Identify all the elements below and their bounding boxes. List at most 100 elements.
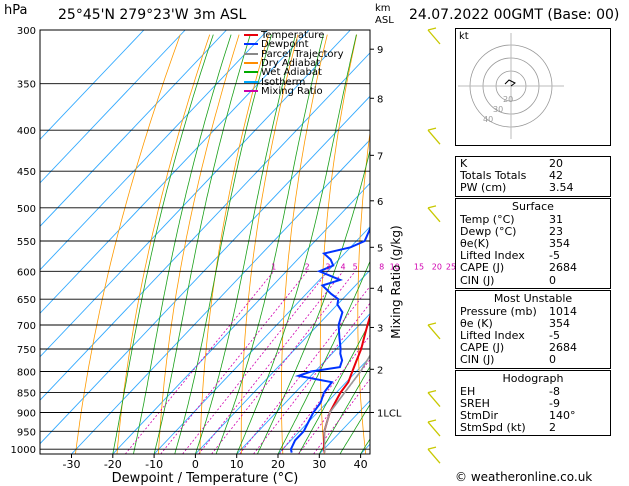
index-key: θe (K) (460, 316, 493, 330)
legend-label: Dewpoint (261, 39, 309, 51)
wind-barb (427, 448, 441, 464)
isotherm-line (40, 30, 145, 141)
km-unit: km (375, 3, 391, 14)
dry-adiabat (240, 34, 299, 454)
altitude-tick-label: 2 (377, 365, 383, 376)
mixing-ratio-line (313, 378, 370, 454)
index-key: StmDir (460, 409, 499, 422)
index-key: θe(K) (460, 236, 490, 250)
x-axis-label: Dewpoint / Temperature (°C) (112, 471, 299, 486)
mixing-ratio-axis-label: Mixing Ratio (g/kg) (389, 225, 403, 338)
isotherm-line (277, 356, 370, 454)
wet-adiabat (339, 403, 370, 454)
pressure-tick-label: 550 (17, 237, 36, 248)
index-row: θe (K) 354 (456, 316, 610, 330)
legend-swatch (244, 34, 258, 36)
pressure-tick-label: 450 (17, 167, 36, 178)
mixing-ratio-label: 10 (390, 262, 400, 271)
pressure-tick-label: 1000 (11, 445, 36, 456)
index-value: 2684 (549, 261, 577, 275)
index-row: CAPE (J) 2684 (456, 342, 610, 354)
isotherm-line (40, 30, 227, 227)
index-row: SREH -9 (456, 396, 610, 410)
asl-unit: ASL (375, 15, 394, 26)
pressure-tick-label: 950 (17, 427, 36, 438)
mixing-ratio-line (239, 285, 370, 454)
index-key: CAPE (J) (460, 341, 505, 355)
index-value: 3.54 (549, 181, 574, 195)
legend-swatch (244, 61, 258, 64)
index-key: Lifted Index (460, 329, 525, 343)
mixing-ratio-label: 25 (446, 262, 456, 271)
legend-item: Dewpoint (244, 39, 309, 50)
index-row: PW (cm) 3.54 (456, 182, 610, 194)
wet-adiabat (277, 260, 370, 454)
pressure-tick-label: 700 (17, 321, 36, 332)
wet-adiabat (215, 34, 324, 454)
legend-label: Mixing Ratio (261, 85, 323, 97)
temperature-ticks: -30 -20 -10 0 10 20 30 40 (63, 454, 368, 471)
wind-barb (427, 29, 441, 45)
wind-barb (427, 129, 441, 145)
temperature-tick-label: -20 (104, 458, 122, 471)
index-row: EH -8 (456, 385, 610, 398)
index-key: CIN (J) (460, 273, 495, 287)
wet-adiabat (153, 34, 251, 454)
index-row: StmDir 140° (456, 410, 610, 422)
background-lines (40, 30, 629, 454)
altitude-tick-label: 8 (377, 94, 383, 105)
index-value: 1014 (549, 304, 577, 318)
index-value: 140° (549, 409, 576, 422)
index-key: Temp (°C) (460, 212, 515, 226)
index-value: 31 (549, 212, 563, 226)
index-key: CIN (J) (460, 353, 495, 367)
index-value: -9 (549, 396, 560, 410)
index-row: StmSpd (kt) 2 (456, 422, 610, 434)
index-value: 354 (549, 236, 570, 250)
altitude-tick-label: 5 (377, 243, 383, 254)
dry-adiabat (199, 34, 269, 454)
temperature-tick-label: -10 (145, 458, 163, 471)
mixing-ratio-line (124, 271, 275, 454)
index-value: 0 (549, 273, 556, 287)
stability-indices: K 20 Totals Totals 42 PW (cm) 3.54 (455, 156, 611, 197)
temperature-tick-label: -30 (63, 458, 81, 471)
index-key: Totals Totals (460, 169, 527, 183)
wet-adiabat (257, 148, 370, 454)
profile-curves (289, 226, 370, 453)
isotherm-line (40, 30, 269, 271)
mixing-ratio-line (298, 358, 370, 454)
index-value: 354 (549, 316, 570, 330)
datetime-label: 24.07.2022 00GMT (Base: 00) (409, 7, 620, 23)
wet-adiabat (195, 34, 296, 454)
wind-barbs (427, 27, 441, 464)
location-label: 25°45'N 279°23'W 3m ASL (58, 7, 247, 23)
hodograph-trace (504, 79, 516, 87)
most-unstable-title: Most Unstable (493, 291, 573, 305)
dry-adiabat (621, 35, 629, 454)
index-row: Totals Totals 42 (456, 170, 610, 182)
mixing-ratio-line (198, 271, 344, 454)
wind-barb-flag (427, 389, 437, 394)
wind-barb (427, 421, 441, 437)
surface-title: Surface (512, 199, 554, 213)
isotherm-line (40, 52, 370, 401)
legend-item: Dry Adiabat (244, 58, 320, 69)
temperature-tick-label: 20 (271, 458, 285, 471)
wind-barb (427, 392, 441, 408)
dry-adiabat (357, 129, 370, 454)
pressure-tick-label: 600 (17, 267, 36, 278)
altitude-tick-label: 4 (377, 284, 383, 295)
index-row: Temp (°C) 31 (456, 212, 610, 226)
legend-label: Temperature (261, 30, 325, 41)
hodograph-ring-label: 20 (503, 95, 513, 104)
hodograph-frame (455, 28, 611, 146)
isotherm-line (236, 313, 370, 454)
index-key: Dewp (°C) (460, 224, 517, 238)
wind-barb-flag (427, 127, 437, 131)
mixing-ratio-label: 3 (325, 262, 330, 271)
dry-adiabat (75, 34, 181, 454)
pressure-tick-label: 850 (17, 389, 36, 400)
legend-label: Dry Adiabat (261, 57, 321, 69)
